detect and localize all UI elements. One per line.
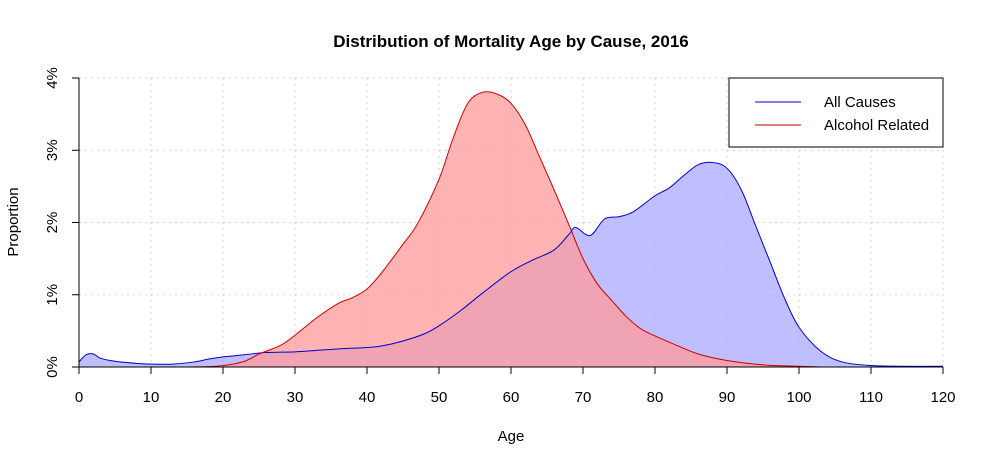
x-tick-label-50: 50 — [431, 389, 448, 406]
x-tick-label-0: 0 — [75, 389, 83, 406]
x-tick-label-40: 40 — [359, 389, 376, 406]
y-tick-label-2: 2% — [44, 212, 61, 234]
y-tick-label-3: 3% — [44, 139, 61, 161]
series-area-1 — [79, 91, 821, 367]
legend-label-1: Alcohol Related — [824, 117, 929, 134]
legend-box — [728, 77, 944, 148]
x-tick-label-60: 60 — [503, 389, 520, 406]
x-tick-label-90: 90 — [719, 389, 736, 406]
x-tick-label-70: 70 — [575, 389, 592, 406]
x-tick-label-120: 120 — [930, 389, 955, 406]
x-tick-label-30: 30 — [287, 389, 304, 406]
legend: All Causes Alcohol Related — [728, 77, 944, 148]
y-tick-label-0: 0% — [44, 356, 61, 378]
x-tick-label-10: 10 — [143, 389, 160, 406]
axes: 0 10 20 30 40 50 60 70 80 90 100 110 120 0% 1% 2% 3% 4% — [44, 67, 956, 406]
x-tick-label-100: 100 — [786, 389, 811, 406]
y-tick-label-1: 1% — [44, 284, 61, 306]
x-tick-label-110: 110 — [859, 389, 883, 406]
series-lines — [78, 91, 944, 368]
x-tick-label-80: 80 — [647, 389, 664, 406]
y-axis-label: Proportion — [5, 187, 22, 256]
y-tick-label-4: 4% — [44, 67, 61, 89]
series-areas — [79, 91, 943, 367]
series-line-0 — [78, 161, 944, 367]
chart-title: Distribution of Mortality Age by Cause, … — [333, 32, 689, 51]
x-axis-label: Age — [498, 428, 525, 445]
series-line-1 — [79, 91, 821, 368]
legend-label-0: All Causes — [824, 94, 896, 111]
series-area-0 — [79, 162, 943, 367]
x-tick-label-20: 20 — [215, 389, 232, 406]
